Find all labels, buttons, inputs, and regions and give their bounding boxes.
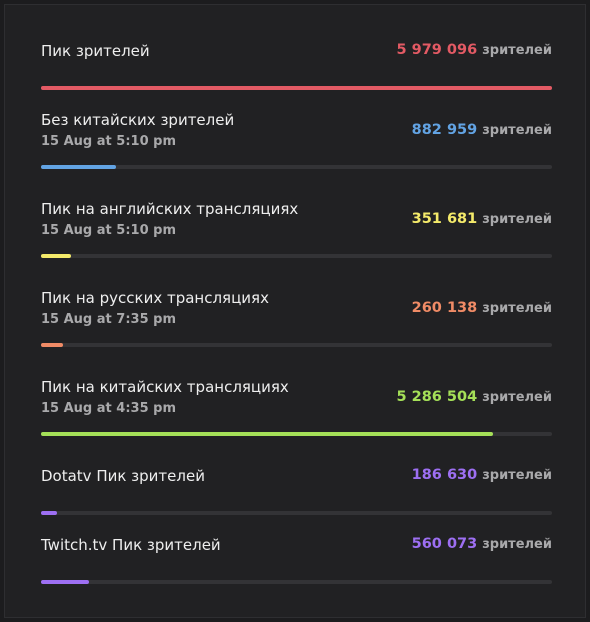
- row-date: 15 Aug at 7:35 pm: [41, 312, 176, 327]
- unit-label: зрителей: [482, 43, 552, 58]
- value-label: 560 073: [411, 536, 478, 552]
- value-box: 560 073 зрителей: [412, 536, 552, 552]
- row-label: Пик на китайских трансляциях: [41, 378, 289, 396]
- row-date: 15 Aug at 4:35 pm: [41, 401, 176, 416]
- unit-label: зрителей: [482, 390, 552, 405]
- row-date: 15 Aug at 5:10 pm: [41, 223, 176, 238]
- bar: [41, 86, 552, 90]
- unit-label: зрителей: [482, 468, 552, 483]
- bar: [41, 254, 72, 258]
- value-label: 186 630: [411, 467, 478, 483]
- row-label: Без китайских зрителей: [41, 111, 235, 129]
- value-label: 882 959: [411, 122, 478, 138]
- value-label: 5 286 504: [396, 389, 478, 405]
- row-label: Пик зрителей: [41, 42, 150, 60]
- bar: [41, 511, 57, 515]
- bar: [41, 432, 493, 436]
- bar-track: [41, 254, 552, 258]
- bar: [41, 165, 117, 169]
- unit-label: зрителей: [482, 212, 552, 227]
- bar-track: [41, 165, 552, 169]
- value-box: 5 286 504 зрителей: [396, 389, 552, 405]
- unit-label: зрителей: [482, 301, 552, 316]
- row-date: 15 Aug at 5:10 pm: [41, 134, 176, 149]
- unit-label: зрителей: [482, 123, 552, 138]
- bar-track: [41, 511, 552, 515]
- row-label: Пик на английских трансляциях: [41, 200, 299, 218]
- bar: [41, 580, 89, 584]
- value-label: 5 979 096: [396, 42, 478, 58]
- row-label: Twitch.tv Пик зрителей: [41, 536, 221, 554]
- unit-label: зрителей: [482, 537, 552, 552]
- value-box: 5 979 096 зрителей: [396, 42, 552, 58]
- bar-track: [41, 343, 552, 347]
- row-label: Dotatv Пик зрителей: [41, 467, 205, 485]
- row-label: Пик на русских трансляциях: [41, 289, 269, 307]
- stats-panel: [4, 4, 586, 618]
- value-box: 882 959 зрителей: [412, 122, 552, 138]
- bar-track: [41, 580, 552, 584]
- value-box: 351 681 зрителей: [412, 211, 552, 227]
- value-box: 260 138 зрителей: [412, 300, 552, 316]
- bar: [41, 343, 64, 347]
- value-label: 351 681: [411, 211, 478, 227]
- value-box: 186 630 зрителей: [412, 467, 552, 483]
- value-label: 260 138: [411, 300, 478, 316]
